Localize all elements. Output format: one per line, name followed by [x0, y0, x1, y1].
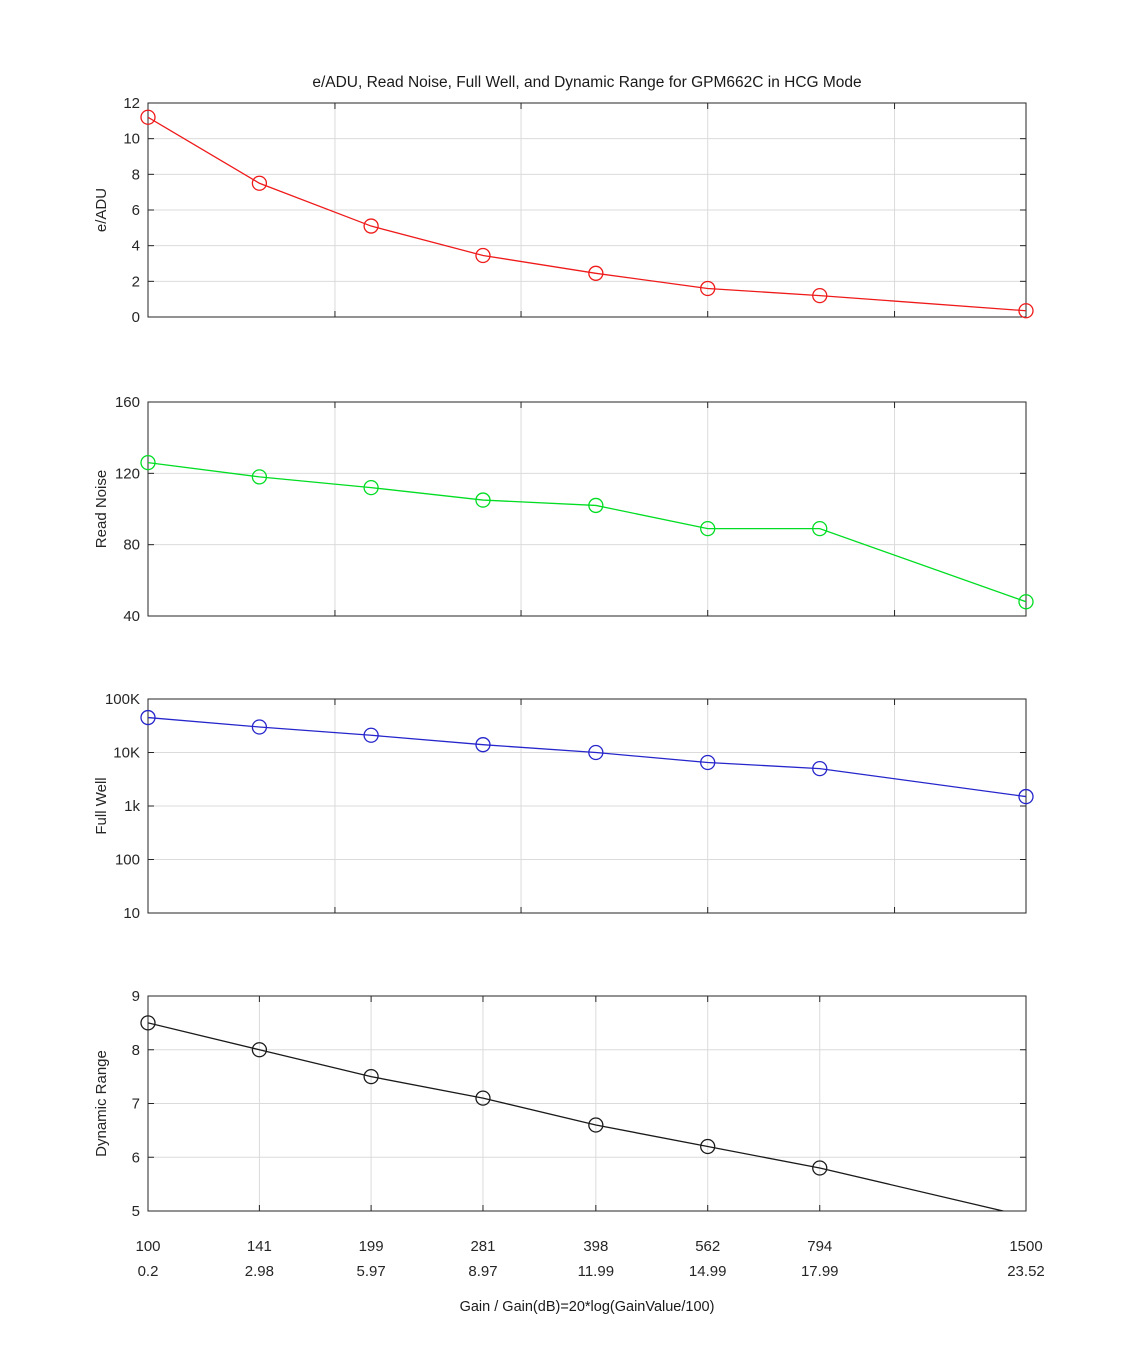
series-read-noise: [148, 461, 1026, 603]
data-point-marker: [475, 1090, 491, 1106]
series-line: [148, 461, 1026, 603]
series-line: [148, 716, 1026, 798]
x-tick-label-db: 23.52: [1007, 1263, 1045, 1280]
y-tick-label: 8: [132, 1042, 140, 1059]
data-point-marker: [140, 109, 156, 125]
x-tick-label-db: 2.98: [245, 1263, 274, 1280]
y-tick-label: 160: [115, 394, 140, 411]
y-tick-label: 12: [123, 95, 140, 112]
data-point-marker: [1018, 788, 1034, 805]
y-axis-title: Full Well: [93, 777, 110, 834]
x-tick-label-gain: 1500: [1009, 1238, 1042, 1255]
x-tick-label-db: 11.99: [578, 1263, 614, 1280]
y-tick-label: 6: [132, 1149, 140, 1166]
series-full-well: [148, 716, 1026, 798]
data-point-marker: [475, 492, 491, 508]
y-tick-label: 0: [132, 309, 140, 326]
x-tick-label-db: 17.99: [801, 1263, 839, 1280]
data-point-marker: [588, 744, 604, 761]
data-point-marker: [140, 709, 156, 726]
x-tick-label-gain: 199: [359, 1238, 384, 1255]
data-point-marker: [140, 454, 156, 471]
data-point-marker: [475, 737, 491, 753]
chart-title: e/ADU, Read Noise, Full Well, and Dynami…: [312, 74, 862, 91]
data-point-marker: [140, 1015, 156, 1031]
data-point-marker: [251, 175, 268, 191]
series-dynamic-range: [148, 1022, 1006, 1211]
y-tick-label: 9: [132, 988, 140, 1005]
data-point-marker: [251, 1042, 268, 1058]
y-tick-label: 6: [132, 202, 140, 219]
data-point-marker: [700, 1138, 716, 1155]
subplot-read-noise: 40 80 120 160 Read Noise: [93, 394, 1034, 625]
data-point-marker: [475, 247, 491, 264]
x-axis-label: Gain / Gain(dB)=20*log(GainValue/100): [459, 1299, 715, 1315]
series-line: [148, 1022, 1006, 1211]
data-point-marker: [588, 497, 604, 514]
y-tick-label: 10: [123, 905, 140, 922]
data-point-marker: [700, 754, 716, 771]
x-tick-label-gain: 141: [247, 1238, 272, 1255]
y-tick-label: 2: [132, 273, 140, 290]
data-point-marker: [1018, 594, 1034, 610]
y-tick-label: 10: [123, 131, 140, 148]
x-tick-label-db: 0.2: [138, 1263, 159, 1280]
x-tick-label-db: 8.97: [468, 1263, 497, 1280]
y-tick-label: 80: [123, 537, 140, 554]
data-point-marker: [700, 520, 716, 537]
data-point-marker: [251, 469, 268, 485]
y-tick-label: 100: [115, 852, 140, 869]
y-tick-label: 40: [123, 608, 140, 625]
y-tick-label: 8: [132, 166, 140, 183]
x-tick-label-db: 14.99: [689, 1263, 727, 1280]
data-point-marker: [700, 280, 716, 297]
y-tick-label: 10K: [113, 745, 140, 762]
x-tick-label-gain: 281: [470, 1238, 495, 1255]
x-tick-label-db: 5.97: [357, 1263, 386, 1280]
y-tick-label: 7: [132, 1096, 140, 1113]
x-tick-label-gain: 100: [135, 1238, 160, 1255]
series-line: [148, 116, 1026, 312]
data-point-marker: [588, 265, 604, 281]
y-tick-label: 100K: [105, 691, 140, 708]
subplot-e-adu: 0 2 4 6 8 10 12 e/ADU: [93, 95, 1034, 326]
y-tick-label: 120: [115, 465, 140, 482]
x-tick-label-gain: 562: [695, 1238, 720, 1255]
data-point-marker: [812, 287, 828, 304]
y-tick-label: 1k: [124, 798, 140, 815]
y-tick-label: 4: [132, 238, 140, 255]
data-point-marker: [812, 1160, 828, 1176]
axes-box: [147, 401, 1027, 617]
data-point-marker: [1018, 303, 1034, 319]
data-point-marker: [812, 760, 828, 777]
subplot-full-well: 10 100 1k 10K 100K Full Well: [93, 691, 1034, 922]
data-point-marker: [363, 1068, 379, 1085]
series-e-adu: [148, 116, 1026, 312]
x-tick-label-gain: 398: [583, 1238, 608, 1255]
y-axis-title: Dynamic Range: [93, 1050, 110, 1157]
y-axis-title: Read Noise: [93, 470, 110, 548]
x-tick-label-gain: 794: [807, 1238, 832, 1255]
x-tick-labels: 100 0.2 141 2.98 199 5.97 281 8.97 398 11.99 562 14…: [135, 1238, 1044, 1280]
y-tick-label: 5: [132, 1203, 140, 1220]
data-point-marker: [812, 520, 828, 537]
data-point-marker: [363, 479, 379, 496]
data-point-marker: [251, 719, 268, 735]
data-point-marker: [363, 727, 379, 743]
data-point-marker: [363, 218, 379, 234]
y-axis-title: e/ADU: [93, 188, 110, 232]
data-point-marker: [588, 1117, 604, 1133]
subplot-dynamic-range: 5 6 7 8 9 Dynamic Range: [93, 988, 1027, 1220]
